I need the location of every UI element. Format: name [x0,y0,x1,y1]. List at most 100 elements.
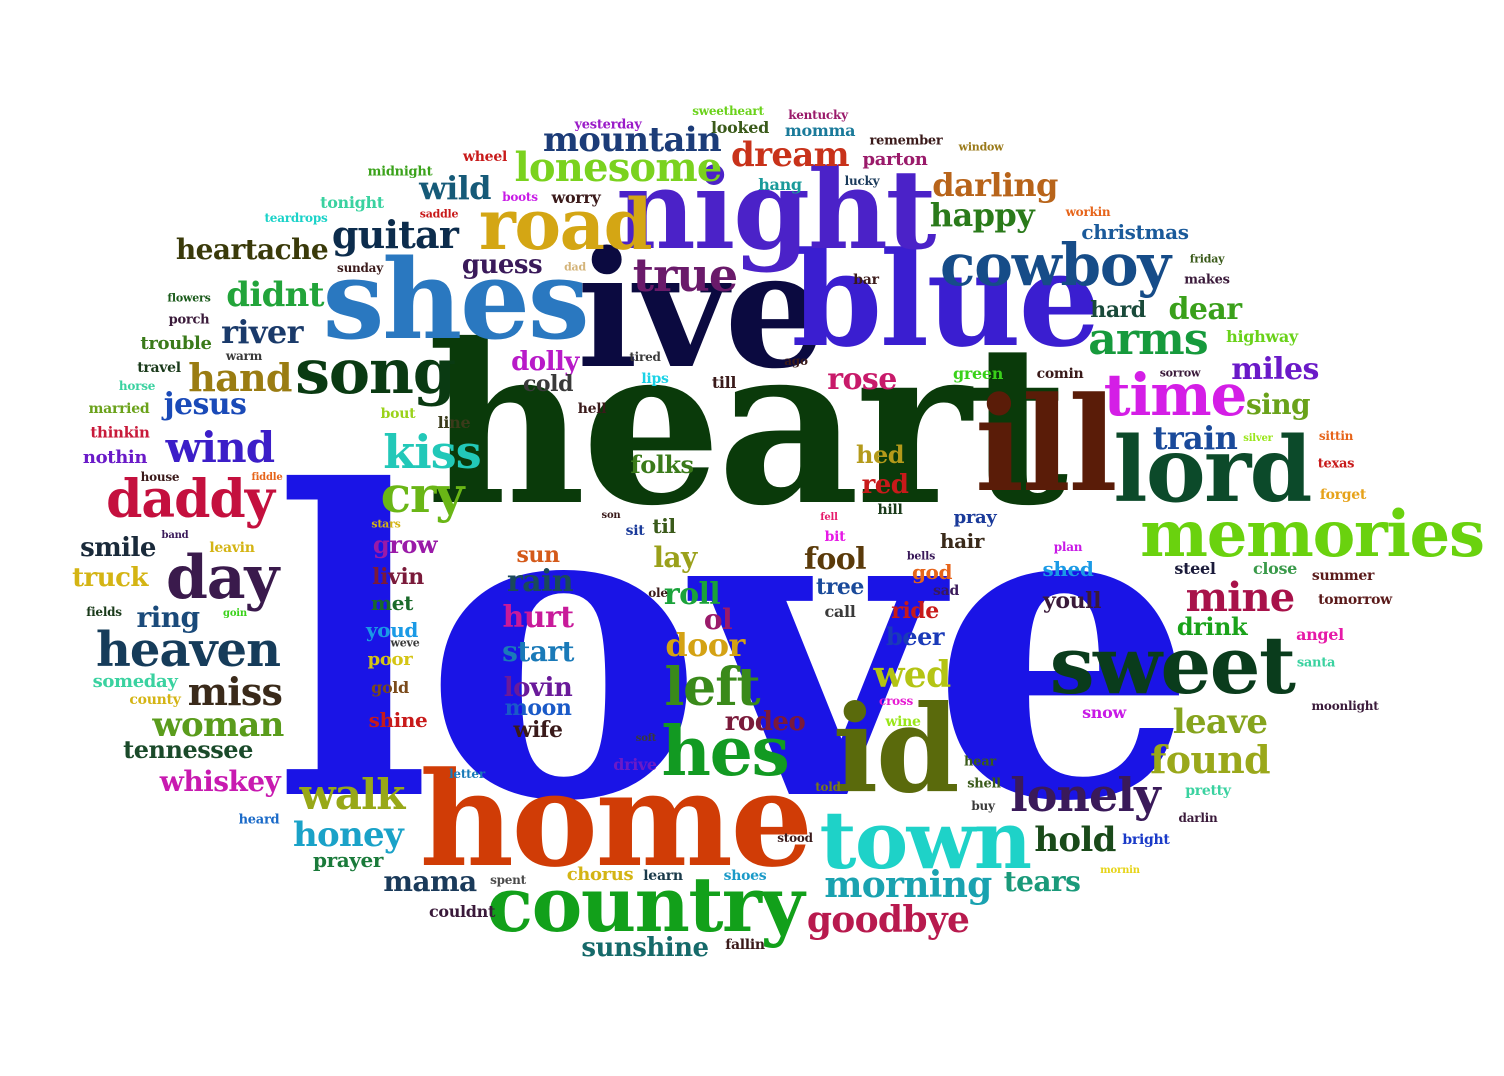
cloud-word: leavin [209,540,255,556]
cloud-word: blue [791,223,1101,376]
cloud-word: door [665,626,745,664]
cloud-word: trouble [140,333,212,354]
cloud-word: bells [906,549,936,563]
cloud-word: sad [933,583,959,599]
cloud-word: train [1152,419,1238,457]
cloud-word: cold [522,371,574,397]
cloud-word: remember [869,133,943,149]
cloud-word: youll [1043,588,1101,614]
cloud-word: id [832,679,960,820]
cloud-word: angel [1296,625,1344,644]
cloud-word: fiddle [251,472,283,483]
cloud-word: saddle [419,207,459,221]
cloud-word: yesterday [574,117,642,133]
cloud-word: home [419,743,813,896]
cloud-word: told [815,780,841,794]
cloud-word: miles [1231,352,1319,387]
cloud-word: lonely [1010,768,1160,822]
cloud-word: town [819,793,1033,887]
cloud-word: shine [368,708,428,732]
cloud-word: midnight [367,164,433,180]
cloud-word: letter [449,767,485,781]
cloud-word: nothin [82,447,148,468]
cloud-word: til [652,514,676,538]
cloud-word: shell [967,776,1001,792]
cloud-word: wind [165,423,275,472]
cloud-word: shed [1042,557,1094,581]
cloud-word: sunday [337,261,383,275]
cloud-word: silver [1243,433,1273,444]
cloud-word: tears [1003,865,1081,898]
cloud-word: plan [1053,540,1083,554]
cloud-word: porch [168,312,210,328]
cloud-word: goin [223,608,247,619]
cloud-word: ill [974,368,1118,521]
cloud-word: hair [939,529,985,553]
cloud-word: house [140,470,180,484]
cloud-word: learn [643,868,683,884]
cloud-word: true [632,248,738,302]
cloud-word: buy [971,799,995,813]
cloud-word: chorus [566,864,634,885]
cloud-word: bout [380,406,416,422]
cloud-word: hell [577,401,607,417]
cloud-word: mama [383,865,477,898]
cloud-word: sittin [1318,429,1354,443]
cloud-word: steel [1174,559,1216,578]
cloud-word: lips [641,371,669,387]
cloud-word: gold [371,678,409,697]
cloud-word: hill [877,502,903,518]
cloud-word: hard [1090,297,1146,323]
cloud-word: summer [1311,568,1375,584]
cloud-word: ride [891,598,939,624]
cloud-word: grow [372,530,438,559]
cloud-word: sweet [1049,618,1296,712]
cloud-word: married [88,401,150,417]
cloud-word: poor [367,649,413,670]
cloud-word: rodeo [724,707,806,737]
cloud-word: daddy [106,469,275,530]
cloud-word: happy [929,196,1035,234]
cloud-word: walk [299,770,405,819]
cloud-word: night [615,145,937,274]
cloud-word: arms [1088,314,1208,365]
cloud-word: miss [187,669,283,714]
cloud-word: cowboy [940,231,1171,299]
cloud-word: forget [1319,487,1367,503]
cloud-word: day [165,543,279,613]
cloud-word: sorrow [1159,366,1201,380]
cloud-word: shoes [723,868,767,884]
cloud-word: christmas [1081,220,1189,244]
cloud-word: dream [731,135,850,175]
cloud-word: makes [1184,272,1230,288]
cloud-word: heard [238,812,280,828]
cloud-word: dad [564,260,586,274]
cloud-word: bright [1122,832,1170,848]
cloud-word: teardrops [264,211,328,225]
cloud-word: sweetheart [692,104,764,118]
cloud-word: folks [630,450,694,479]
cloud-word: hes [661,712,790,792]
cloud-word: stood [777,831,813,845]
cloud-word: dear [1168,292,1243,327]
cloud-word: sit [625,523,645,539]
cloud-word: memories [1140,497,1485,572]
cloud-word: hear [964,754,996,770]
cloud-word: fell [820,512,838,523]
cloud-word: country [486,860,805,949]
cloud-word: soft [635,733,657,744]
cloud-word: ago [784,354,808,368]
cloud-word: drive [613,755,657,774]
cloud-word: tennessee [123,735,253,764]
cloud-word: goodbye [806,899,970,941]
cloud-word: song [295,335,456,408]
cloud-word: bit [824,529,846,545]
cloud-word: lord [1113,417,1312,523]
cloud-word: moonlight [1311,699,1379,713]
cloud-word: moon [504,695,572,721]
cloud-word: looked [711,118,769,137]
cloud-word: spent [490,873,526,887]
cloud-word: tree [816,574,864,600]
cloud-word: someday [92,671,178,692]
cloud-word: jesus [163,387,247,422]
